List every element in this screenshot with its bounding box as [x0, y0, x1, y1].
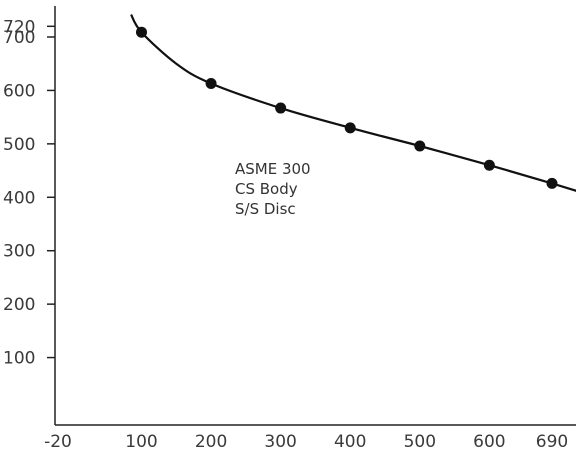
data-point [275, 102, 287, 114]
y-tick-label: 100 [3, 349, 35, 369]
y-tick-label: 200 [3, 295, 35, 315]
x-tick-label: 200 [195, 432, 227, 452]
x-tick-label: 690 [536, 432, 568, 452]
x-tick-label: 600 [473, 432, 505, 452]
x-tick-label: 500 [404, 432, 436, 452]
annotation-line-3: S/S Disc [235, 200, 296, 218]
series-line [130, 14, 576, 192]
y-tick-label: 400 [3, 188, 35, 208]
y-tick-label: 720 [3, 17, 35, 37]
annotation-line-1: ASME 300 [235, 160, 311, 178]
data-point [205, 77, 217, 89]
annotation-line-2: CS Body [235, 180, 298, 198]
x-tick-label: 400 [334, 432, 366, 452]
data-point [135, 26, 147, 38]
data-point-group [135, 26, 558, 189]
y-tick-label: 300 [3, 242, 35, 262]
y-tick-label: 500 [3, 135, 35, 155]
x-tick-label: -20 [44, 432, 72, 452]
y-tick-label: 600 [3, 81, 35, 101]
x-tick-label: 100 [125, 432, 157, 452]
x-tick-group: -20 100 200 300 400 500 600 690 [44, 432, 568, 452]
y-tick-label: 700 [3, 28, 35, 48]
data-point [344, 122, 356, 134]
data-point [546, 177, 558, 189]
data-point [483, 159, 495, 171]
x-tick-label: 300 [264, 432, 296, 452]
data-point [414, 140, 426, 152]
